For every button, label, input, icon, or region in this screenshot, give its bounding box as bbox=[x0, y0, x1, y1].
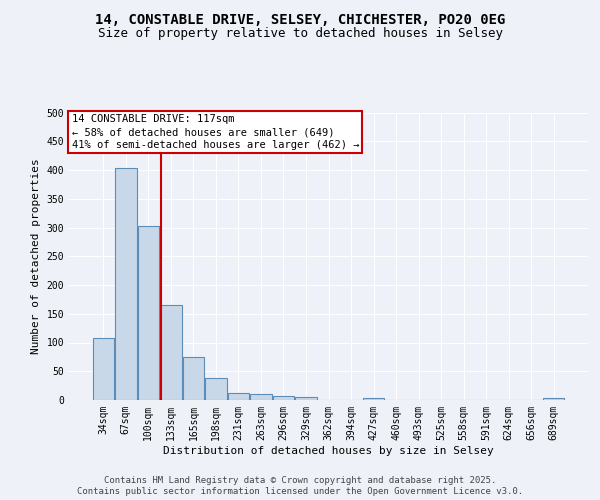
Text: 14, CONSTABLE DRIVE, SELSEY, CHICHESTER, PO20 0EG: 14, CONSTABLE DRIVE, SELSEY, CHICHESTER,… bbox=[95, 12, 505, 26]
Bar bbox=[160, 305, 182, 400]
Text: Contains HM Land Registry data © Crown copyright and database right 2025.: Contains HM Land Registry data © Crown c… bbox=[104, 476, 496, 485]
Bar bbox=[295, 397, 317, 400]
Bar bbox=[137, 226, 159, 400]
Bar bbox=[182, 357, 204, 400]
Bar bbox=[115, 168, 137, 400]
Bar bbox=[205, 378, 227, 400]
Bar bbox=[543, 398, 565, 400]
Y-axis label: Number of detached properties: Number of detached properties bbox=[31, 158, 41, 354]
Text: Size of property relative to detached houses in Selsey: Size of property relative to detached ho… bbox=[97, 26, 503, 40]
Bar bbox=[363, 398, 384, 400]
Text: 14 CONSTABLE DRIVE: 117sqm
← 58% of detached houses are smaller (649)
41% of sem: 14 CONSTABLE DRIVE: 117sqm ← 58% of deta… bbox=[71, 114, 359, 150]
Bar bbox=[250, 394, 272, 400]
Bar bbox=[92, 338, 114, 400]
Text: Contains public sector information licensed under the Open Government Licence v3: Contains public sector information licen… bbox=[77, 488, 523, 496]
Bar bbox=[228, 392, 249, 400]
Bar bbox=[273, 396, 294, 400]
X-axis label: Distribution of detached houses by size in Selsey: Distribution of detached houses by size … bbox=[163, 446, 494, 456]
